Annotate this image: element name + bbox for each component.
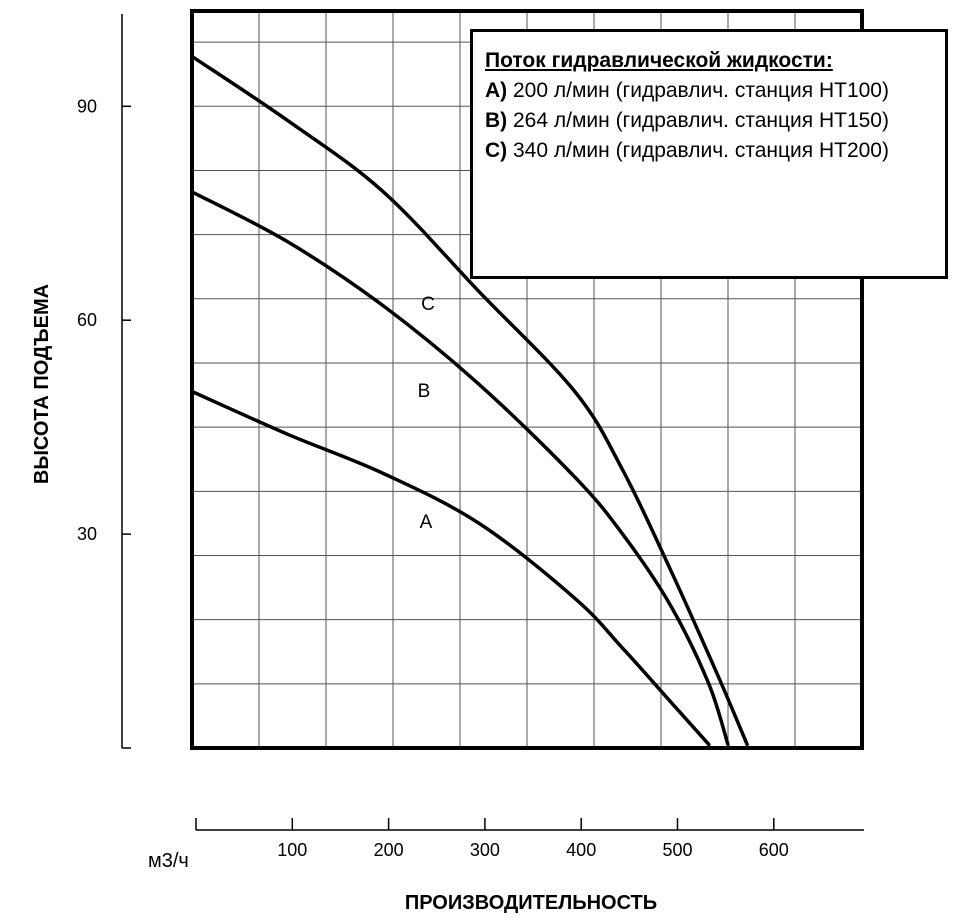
legend-entry-a: А) 200 л/мин (гидравлич. станция HT100) — [485, 76, 933, 106]
x-axis-title: ПРОИЗВОДИТЕЛЬНОСТЬ — [405, 892, 657, 914]
x-tick-label: 400 — [566, 840, 596, 860]
plot-frame — [190, 9, 864, 750]
x-tick-label: 100 — [277, 840, 307, 860]
x-tick-label: 200 — [374, 840, 404, 860]
y-axis: 30 60 90 — [77, 14, 131, 749]
legend-letter-b: B) — [485, 109, 508, 132]
legend-text-c: 340 л/мин (гидравлич. станция HT200) — [507, 139, 889, 162]
curve-label-c: C — [421, 294, 435, 315]
y-axis-title: ВЫСОТА ПОДЪЕМА — [31, 284, 53, 484]
x-tick-label: 300 — [470, 840, 500, 860]
legend-entry-c: C) 340 л/мин (гидравлич. станция HT200) — [485, 136, 933, 166]
x-tick-label: 600 — [759, 840, 789, 860]
curve-label-b: B — [418, 381, 431, 402]
y-tick-label: 90 — [77, 96, 97, 116]
legend-entry-b: B) 264 л/мин (гидравлич. станция HT150) — [485, 106, 933, 136]
legend-text-a: 200 л/мин (гидравлич. станция HT100) — [507, 79, 889, 102]
legend-letter-c: C) — [485, 139, 508, 162]
x-tick-label: 500 — [662, 840, 692, 860]
y-tick-label: 60 — [77, 310, 97, 330]
legend: Поток гидравлической жидкости: А) 200 л/… — [470, 29, 948, 279]
curve-b — [190, 190, 730, 747]
curve-labels: A B C — [418, 294, 435, 533]
legend-text-b: 264 л/мин (гидравлич. станция HT150) — [507, 109, 889, 132]
curve-label-a: A — [420, 512, 433, 533]
curve-a — [190, 389, 711, 747]
x-unit-label: м3/ч — [148, 850, 189, 872]
curve-c — [190, 54, 749, 747]
legend-letter-a: А) — [485, 79, 508, 102]
y-tick-label: 30 — [77, 524, 97, 544]
curves — [190, 54, 749, 747]
legend-title: Поток гидравлической жидкости: — [485, 49, 833, 72]
x-axis: 100 200 300 400 500 600 — [195, 818, 864, 860]
